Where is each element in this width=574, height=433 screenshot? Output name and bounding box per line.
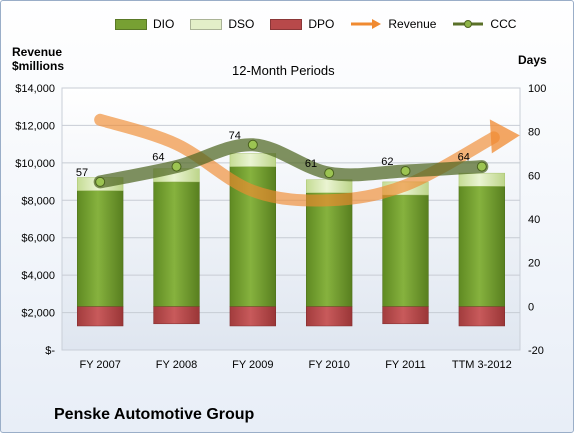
left-tick-label: $8,000 [21,195,55,207]
ccc-data-label: 57 [76,167,88,179]
category-label: FY 2008 [156,359,197,371]
bar-series [77,153,505,327]
legend-swatch-dio [115,18,147,30]
ccc-data-label: 61 [305,158,317,170]
bar-dso [229,153,276,167]
right-tick-label: 40 [528,214,540,226]
category-label: TTM 3-2012 [452,359,512,371]
ccc-point [171,161,182,172]
category-label: FY 2011 [385,359,426,371]
legend-item-ccc: CCC [452,17,516,31]
left-axis-title-line1: Revenue [12,45,63,59]
legend-item-dpo: DPO [270,17,334,31]
left-tick-label: $4,000 [21,270,55,282]
bar-dpo [77,306,124,327]
right-tick-label: 0 [528,301,534,313]
left-tick-label: $6,000 [21,233,55,245]
legend-item-revenue: Revenue [350,17,436,31]
right-tick-label: -20 [528,345,544,357]
category-label: FY 2010 [308,359,349,371]
right-tick-label: 100 [528,83,546,95]
bar-dso [306,179,353,194]
category-label: FY 2007 [79,359,120,371]
legend: DIO DSO DPO Revenue CCC [115,15,532,33]
bar-dpo [229,306,276,327]
category-label: FY 2009 [232,359,273,371]
bar-dio [153,181,200,307]
bar-dpo [382,306,429,325]
right-tick-label: 20 [528,258,540,270]
ccc-point [476,161,487,172]
ccc-line: 57 64 74 61 62 64 [76,130,489,189]
legend-swatch-ccc [453,20,484,28]
legend-item-dso: DSO [190,17,254,31]
legend-label-dpo: DPO [308,17,335,31]
left-tick-label: $14,000 [15,83,55,95]
bar-dio [382,194,429,307]
legend-item-dio: DIO [115,17,174,31]
left-tick-label: $2,000 [21,308,55,320]
chart-title: 12-Month Periods [232,63,335,78]
legend-label-dso: DSO [228,17,255,31]
ccc-data-label: 62 [381,156,393,168]
ccc-point [324,168,335,179]
revenue-arrowhead [489,119,520,154]
left-tick-label: $- [45,345,55,357]
left-axis-title-line2: $millions [12,59,65,73]
bar-dio [458,186,505,307]
ccc-point [247,139,258,150]
ccc-point [400,165,411,176]
left-tick-label: $12,000 [15,120,55,132]
ccc-point [95,176,106,187]
legend-swatch-dso [190,18,223,30]
legend-label-ccc: CCC [490,17,517,31]
ccc-data-label: 74 [229,130,241,142]
bar-dpo [306,306,353,327]
right-axis-title: Days [518,53,547,67]
legend-swatch-dpo [270,18,303,30]
legend-label-revenue: Revenue [388,17,437,31]
legend-label-dio: DIO [153,17,175,31]
bar-dpo [153,306,200,325]
bar-dio [77,190,124,307]
left-tick-label: $10,000 [15,158,55,170]
right-tick-label: 80 [528,127,540,139]
company-name: Penske Automotive Group [54,406,255,423]
ccc-data-label: 64 [458,152,470,164]
bar-dso [458,172,505,187]
axis-ticks: $- $2,000 $4,000 $6,000 $8,000 $10,000 $12,000… [15,83,546,371]
right-tick-label: 60 [528,170,540,182]
bar-dpo [458,306,505,327]
legend-swatch-revenue [351,19,382,29]
ccc-data-label: 64 [152,152,164,164]
bar-dio [306,192,353,307]
